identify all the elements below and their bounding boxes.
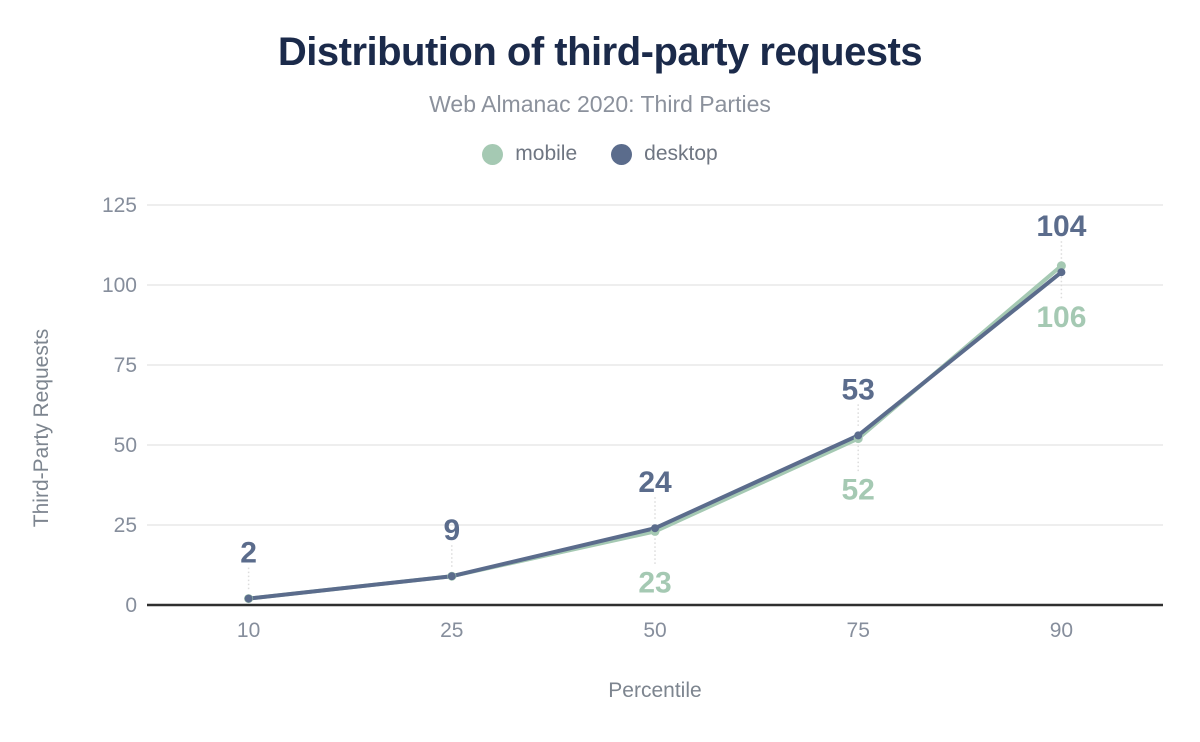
- x-tick-label: 25: [440, 619, 463, 642]
- x-tick-label: 75: [847, 619, 870, 642]
- desktop-data-point-p75[interactable]: [854, 431, 863, 440]
- desktop-data-point-p25[interactable]: [447, 572, 456, 581]
- legend-item-mobile[interactable]: mobile: [482, 142, 577, 166]
- desktop-series-swatch-icon: [611, 143, 633, 165]
- mobile-data-label-p50: 23: [638, 566, 671, 599]
- desktop-data-label-p75: 53: [842, 373, 875, 406]
- desktop-data-label-p25: 9: [443, 514, 460, 547]
- legend: mobile desktop: [0, 142, 1200, 166]
- mobile-series-line: [246, 263, 1064, 601]
- chart-title: Distribution of third-party requests: [277, 30, 923, 74]
- desktop-data-label-p10: 2: [240, 537, 257, 570]
- y-tick-label: 100: [102, 274, 137, 297]
- chart-subtitle: Web Almanac 2020: Third Parties: [429, 91, 771, 117]
- mobile-data-label-p75: 52: [842, 474, 875, 507]
- y-tick-label: 50: [114, 434, 137, 457]
- desktop-data-label-p90: 104: [1036, 210, 1086, 243]
- legend-label-mobile: mobile: [515, 142, 578, 165]
- x-tick-label: 10: [237, 619, 260, 642]
- y-tick-label: 75: [114, 354, 137, 377]
- mobile-data-point-p90[interactable]: [1056, 261, 1066, 271]
- x-tick-label: 90: [1050, 619, 1073, 642]
- y-tick-label: 25: [114, 514, 137, 537]
- legend-label-desktop: desktop: [644, 142, 718, 165]
- mobile-series-swatch-icon: [482, 143, 504, 165]
- y-tick-label: 125: [102, 194, 137, 217]
- y-axis-title: Third-Party Requests: [30, 329, 53, 527]
- x-axis-title: Percentile: [608, 679, 701, 702]
- desktop-data-label-p50: 24: [638, 466, 672, 499]
- x-tick-label: 50: [643, 619, 666, 642]
- desktop-data-point-p50[interactable]: [651, 524, 659, 533]
- y-tick-label: 0: [125, 594, 137, 617]
- mobile-data-label-p90: 106: [1036, 301, 1086, 334]
- legend-item-desktop[interactable]: desktop: [611, 142, 718, 166]
- desktop-series-line: [246, 270, 1064, 601]
- desktop-data-point-p90[interactable]: [1057, 268, 1066, 277]
- desktop-data-point-p10[interactable]: [244, 594, 253, 603]
